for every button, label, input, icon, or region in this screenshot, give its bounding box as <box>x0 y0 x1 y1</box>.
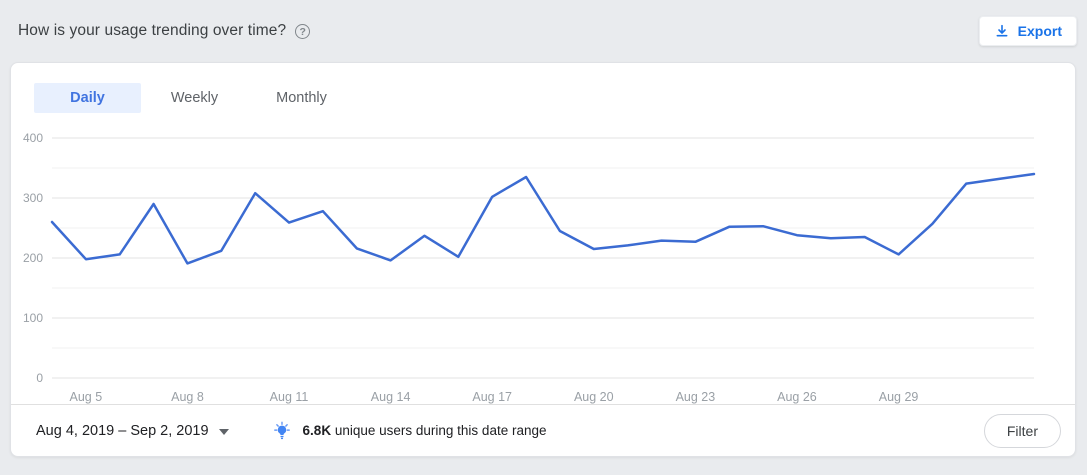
svg-text:Aug 23: Aug 23 <box>676 390 716 404</box>
svg-text:Aug 29: Aug 29 <box>879 390 919 404</box>
download-icon <box>994 23 1010 39</box>
svg-text:400: 400 <box>23 131 43 145</box>
svg-text:Aug 20: Aug 20 <box>574 390 614 404</box>
tab-weekly[interactable]: Weekly <box>170 90 219 106</box>
lightbulb-icon <box>273 421 290 439</box>
svg-text:300: 300 <box>23 191 43 205</box>
tab-monthly[interactable]: Monthly <box>276 90 327 106</box>
chart-area[interactable]: 0 100 200 300 400 Aug 5 Aug 8 Aug 11 Aug 14 Aug 1… <box>11 123 1071 405</box>
granularity-tabs: Daily Weekly Monthly <box>34 83 355 113</box>
export-button-label: Export <box>1017 23 1062 39</box>
svg-text:100: 100 <box>23 311 43 325</box>
date-range-selector[interactable]: Aug 4, 2019 – Sep 2, 2019 <box>36 423 229 439</box>
page-header: How is your usage trending over time? ? … <box>0 0 1087 62</box>
svg-text:0: 0 <box>36 371 43 385</box>
page-title: How is your usage trending over time? <box>18 22 287 39</box>
insight-text: 6.8K unique users during this date range <box>303 423 547 438</box>
export-button[interactable]: Export <box>978 16 1077 46</box>
help-icon[interactable]: ? <box>295 24 311 39</box>
usage-line-chart: 0 100 200 300 400 Aug 5 Aug 8 Aug 11 Aug 14 Aug 1… <box>23 131 1036 404</box>
filter-button-label: Filter <box>1006 422 1038 439</box>
unique-users-caption: unique users during this date range <box>334 423 547 438</box>
card-footer: Aug 4, 2019 – Sep 2, 2019 6.8K unique us… <box>11 404 1075 456</box>
svg-text:Aug 26: Aug 26 <box>777 390 817 404</box>
filter-button[interactable]: Filter <box>983 413 1061 448</box>
svg-text:Aug 17: Aug 17 <box>472 390 512 404</box>
svg-text:Aug 5: Aug 5 <box>70 390 103 404</box>
svg-text:Aug 11: Aug 11 <box>270 390 309 404</box>
svg-text:Aug 8: Aug 8 <box>171 390 204 404</box>
date-range-label: Aug 4, 2019 – Sep 2, 2019 <box>36 422 209 439</box>
svg-text:Aug 14: Aug 14 <box>371 390 411 404</box>
tab-daily[interactable]: Daily <box>34 83 141 113</box>
unique-users-count: 6.8K <box>302 423 332 438</box>
insight: 6.8K unique users during this date range <box>271 420 547 442</box>
svg-text:200: 200 <box>23 251 43 265</box>
chevron-down-icon <box>218 428 229 435</box>
